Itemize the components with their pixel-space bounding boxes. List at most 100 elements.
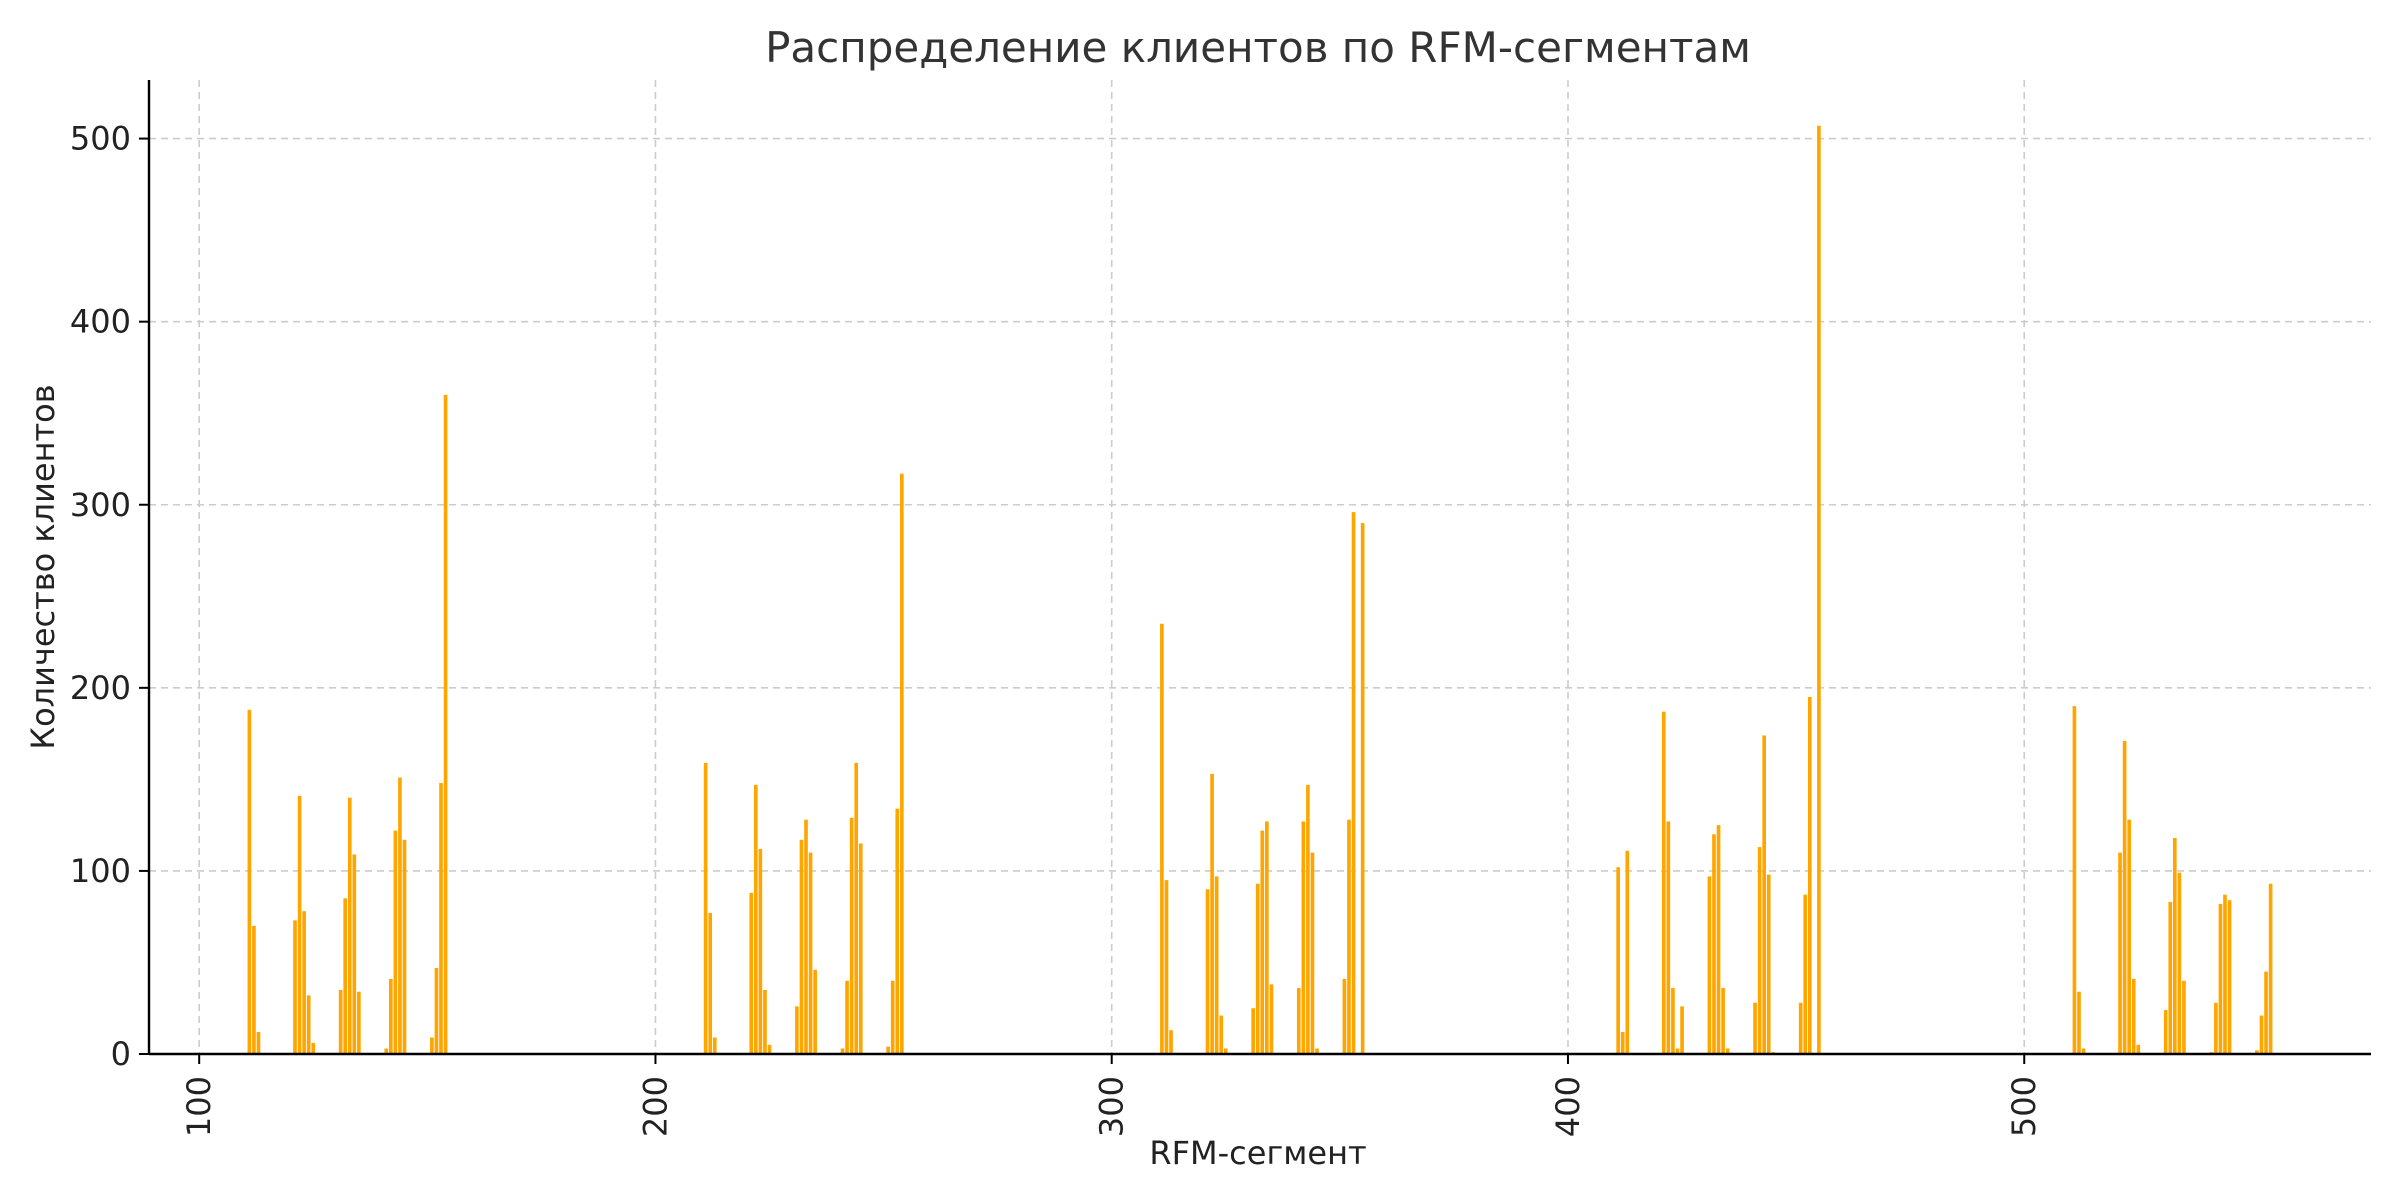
bar-111 bbox=[247, 709, 252, 1054]
bar-553 bbox=[2264, 971, 2268, 1054]
bar-322 bbox=[1210, 773, 1214, 1054]
ticks: 0 100 200 300 400 500 100 200 300 400 500 bbox=[70, 120, 2043, 1137]
bar-221 bbox=[749, 892, 754, 1054]
bar-141 bbox=[384, 1048, 389, 1054]
bar-423 bbox=[1671, 988, 1675, 1054]
bar-135 bbox=[357, 991, 361, 1054]
y-tick-label: 200 bbox=[70, 669, 131, 707]
bar-351 bbox=[1342, 978, 1347, 1054]
bar-124 bbox=[306, 995, 311, 1054]
bar-211 bbox=[703, 762, 708, 1054]
bar-522 bbox=[2122, 740, 2127, 1054]
bar-142 bbox=[388, 978, 393, 1054]
bar-235 bbox=[813, 969, 817, 1054]
bar-455 bbox=[1817, 125, 1821, 1054]
bar-151 bbox=[430, 1037, 434, 1054]
x-tick-label: 300 bbox=[1093, 1076, 1131, 1137]
bar-544 bbox=[2223, 894, 2227, 1054]
bar-112 bbox=[252, 925, 256, 1054]
bar-425 bbox=[1680, 1006, 1684, 1054]
bar-542 bbox=[2214, 1002, 2218, 1054]
bar-143 bbox=[393, 830, 398, 1054]
bar-543 bbox=[2218, 903, 2223, 1054]
bar-212 bbox=[708, 913, 713, 1054]
x-axis-label: RFM-сегмент bbox=[1149, 1134, 1366, 1172]
bar-335 bbox=[1269, 984, 1274, 1054]
bar-534 bbox=[2177, 872, 2182, 1054]
bar-253 bbox=[895, 808, 900, 1054]
bar-452 bbox=[1803, 894, 1808, 1054]
bar-521 bbox=[2118, 852, 2122, 1054]
bar-333 bbox=[1260, 830, 1265, 1054]
bar-125 bbox=[311, 1043, 316, 1054]
chart-title: Распределение клиентов по RFM-сегментам bbox=[765, 23, 1751, 72]
bar-444 bbox=[1766, 874, 1771, 1054]
bar-152 bbox=[434, 967, 439, 1054]
bar-213 bbox=[712, 1037, 717, 1054]
bars-group bbox=[247, 125, 2273, 1055]
bar-411 bbox=[1616, 867, 1620, 1054]
bar-131 bbox=[338, 989, 343, 1054]
y-tick-label: 100 bbox=[70, 852, 131, 890]
bar-313 bbox=[1169, 1030, 1173, 1054]
bar-551 bbox=[2255, 1050, 2259, 1054]
bar-241 bbox=[840, 1048, 845, 1054]
bar-232 bbox=[799, 839, 804, 1054]
y-tick-label: 300 bbox=[70, 486, 131, 524]
bar-341 bbox=[1296, 988, 1301, 1054]
bar-453 bbox=[1807, 696, 1812, 1054]
bar-525 bbox=[2136, 1044, 2141, 1054]
bar-342 bbox=[1301, 821, 1306, 1054]
bar-153 bbox=[439, 783, 443, 1054]
bar-154 bbox=[443, 394, 448, 1055]
bar-434 bbox=[1721, 988, 1725, 1054]
bar-511 bbox=[2072, 706, 2077, 1054]
bar-254 bbox=[900, 473, 904, 1054]
bar-311 bbox=[1160, 623, 1164, 1054]
bar-123 bbox=[302, 911, 306, 1054]
bar-223 bbox=[758, 848, 763, 1054]
bar-421 bbox=[1661, 711, 1666, 1054]
bar-134 bbox=[352, 854, 357, 1054]
x-tick-label: 200 bbox=[636, 1076, 674, 1137]
bar-113 bbox=[256, 1032, 261, 1054]
bar-251 bbox=[886, 1046, 890, 1054]
bar-243 bbox=[849, 817, 854, 1054]
axes bbox=[147, 80, 2371, 1056]
x-tick-label: 100 bbox=[180, 1076, 218, 1137]
bar-513 bbox=[2081, 1048, 2086, 1054]
bar-222 bbox=[754, 784, 758, 1054]
bar-224 bbox=[763, 989, 767, 1054]
bar-234 bbox=[808, 852, 813, 1054]
bar-432 bbox=[1712, 834, 1716, 1054]
bar-245 bbox=[858, 843, 863, 1054]
bar-225 bbox=[767, 1044, 772, 1054]
x-tick-label: 400 bbox=[1549, 1076, 1587, 1137]
bar-442 bbox=[1757, 847, 1762, 1054]
bar-433 bbox=[1716, 825, 1721, 1054]
bar-535 bbox=[2182, 980, 2186, 1054]
grid-lines bbox=[149, 80, 2371, 1054]
bar-345 bbox=[1315, 1048, 1319, 1054]
bar-533 bbox=[2172, 837, 2177, 1054]
y-tick-label: 500 bbox=[70, 120, 131, 158]
bar-523 bbox=[2127, 819, 2132, 1054]
bar-412 bbox=[1620, 1032, 1625, 1054]
bar-413 bbox=[1625, 850, 1630, 1054]
bar-121 bbox=[293, 920, 297, 1054]
bar-321 bbox=[1205, 889, 1210, 1054]
bar-443 bbox=[1762, 735, 1766, 1054]
bar-244 bbox=[854, 762, 859, 1054]
bar-344 bbox=[1310, 852, 1315, 1054]
bar-353 bbox=[1351, 512, 1356, 1054]
x-tick-label: 500 bbox=[2005, 1076, 2043, 1137]
bar-325 bbox=[1223, 1048, 1228, 1054]
bar-352 bbox=[1347, 819, 1351, 1054]
bar-145 bbox=[402, 839, 407, 1054]
bar-343 bbox=[1306, 784, 1310, 1054]
bar-233 bbox=[804, 819, 808, 1054]
y-axis-label: Количество клиентов bbox=[24, 384, 62, 749]
bar-323 bbox=[1214, 876, 1219, 1054]
bar-451 bbox=[1798, 1002, 1803, 1054]
